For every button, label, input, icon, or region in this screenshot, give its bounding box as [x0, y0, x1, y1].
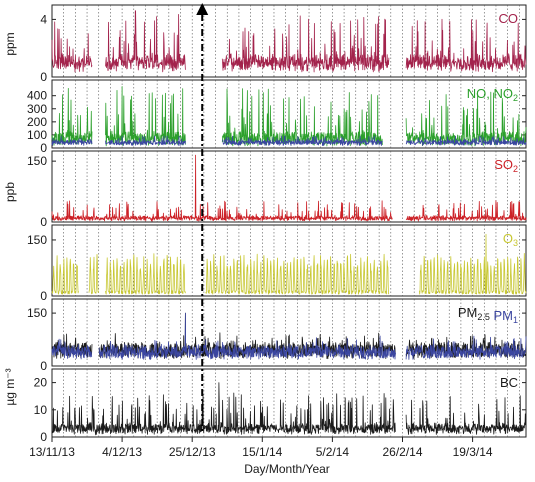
x-tick-label: 19/3/14: [453, 445, 493, 459]
x-tick-label: 25/12/13: [169, 445, 216, 459]
y-tick-label: 0: [40, 430, 47, 444]
x-tick-label: 26/2/14: [382, 445, 422, 459]
y-tick-label: 10: [34, 403, 48, 417]
y-tick-label: 20: [34, 376, 48, 390]
panel-so2: 0 150 SO2: [27, 150, 527, 229]
y-tick-label: 400: [27, 89, 47, 103]
series-line-bc: [51, 382, 527, 436]
y-tick-label: 150: [27, 154, 47, 168]
series-label-o3: O3: [503, 231, 518, 248]
series-line-no: [51, 86, 527, 147]
y-axis-title-ppb: ppb: [3, 182, 17, 202]
y-tick-label: 0: [40, 70, 47, 84]
event-marker: [196, 3, 209, 432]
series-label-co: CO: [499, 11, 519, 26]
y-tick-label: 100: [27, 128, 47, 142]
series-label-pm: PM2.5 PM1: [458, 305, 518, 325]
series-label-so2: SO2: [494, 157, 518, 174]
x-tick-label: 4/12/13: [102, 445, 142, 459]
series-line-co: [51, 10, 527, 73]
y-tick-label: 0: [40, 289, 47, 303]
y-tick-label: 150: [27, 233, 47, 247]
panel-frame: [51, 150, 527, 223]
series-label-bc: BC: [500, 375, 518, 390]
x-axis-title: Day/Month/Year: [244, 462, 330, 476]
y-axis-title-ugm3: µg m⁻³: [3, 368, 17, 405]
y-axis-title-ppm: ppm: [3, 32, 17, 55]
panel-co: 0 4 CO: [40, 4, 527, 84]
series-line-pm1: [51, 312, 527, 360]
y-tick-label: 0: [40, 141, 47, 155]
y-tick-label: 0: [40, 359, 47, 373]
series-line-no2: [51, 135, 527, 146]
panel-pm: 0 150 PM2.5 PM1: [27, 298, 527, 373]
x-tick-label: 5/2/14: [316, 445, 350, 459]
y-tick-label: 150: [27, 306, 47, 320]
event-marker-arrow-icon: [196, 3, 209, 15]
x-tick-label: 15/1/14: [242, 445, 282, 459]
y-tick-label: 200: [27, 115, 47, 129]
panel-o3: 0 150 O3: [27, 224, 527, 303]
x-axis: 13/11/13 4/12/13 25/12/13 15/1/14 5/2/14 26/2…: [29, 437, 493, 459]
series-line-so2: [51, 154, 527, 222]
panel-bc: 0 10 20 BC: [34, 368, 527, 444]
x-tick-label: 13/11/13: [29, 445, 75, 459]
y-tick-label: 300: [27, 102, 47, 116]
series-line-o3: [51, 233, 527, 295]
y-tick-label: 4: [40, 12, 47, 26]
y-tick-label: 0: [40, 215, 47, 229]
series-label-nox: NO, NO2: [467, 86, 518, 103]
